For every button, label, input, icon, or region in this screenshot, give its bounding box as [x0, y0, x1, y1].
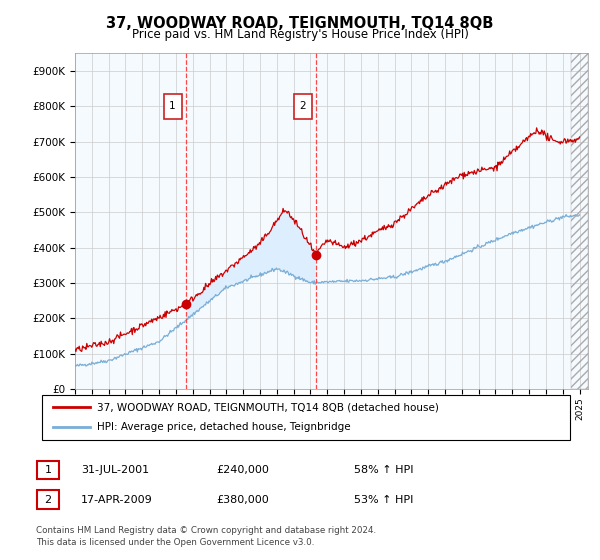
- FancyBboxPatch shape: [37, 491, 59, 508]
- Text: 58% ↑ HPI: 58% ↑ HPI: [354, 465, 413, 475]
- Text: Price paid vs. HM Land Registry's House Price Index (HPI): Price paid vs. HM Land Registry's House …: [131, 28, 469, 41]
- FancyBboxPatch shape: [37, 461, 59, 479]
- Text: Contains HM Land Registry data © Crown copyright and database right 2024.
This d: Contains HM Land Registry data © Crown c…: [36, 526, 376, 547]
- Text: 2: 2: [299, 101, 305, 111]
- Text: HPI: Average price, detached house, Teignbridge: HPI: Average price, detached house, Teig…: [97, 422, 351, 432]
- Text: 31-JUL-2001: 31-JUL-2001: [81, 465, 149, 475]
- FancyBboxPatch shape: [164, 94, 182, 119]
- Text: 37, WOODWAY ROAD, TEIGNMOUTH, TQ14 8QB (detached house): 37, WOODWAY ROAD, TEIGNMOUTH, TQ14 8QB (…: [97, 402, 439, 412]
- Text: £380,000: £380,000: [216, 494, 269, 505]
- FancyBboxPatch shape: [42, 395, 570, 440]
- Text: 17-APR-2009: 17-APR-2009: [81, 494, 153, 505]
- Text: 1: 1: [169, 101, 176, 111]
- Text: £240,000: £240,000: [216, 465, 269, 475]
- FancyBboxPatch shape: [293, 94, 312, 119]
- Text: 53% ↑ HPI: 53% ↑ HPI: [354, 494, 413, 505]
- Text: 2: 2: [44, 494, 52, 505]
- Text: 37, WOODWAY ROAD, TEIGNMOUTH, TQ14 8QB: 37, WOODWAY ROAD, TEIGNMOUTH, TQ14 8QB: [106, 16, 494, 31]
- Text: 1: 1: [44, 465, 52, 475]
